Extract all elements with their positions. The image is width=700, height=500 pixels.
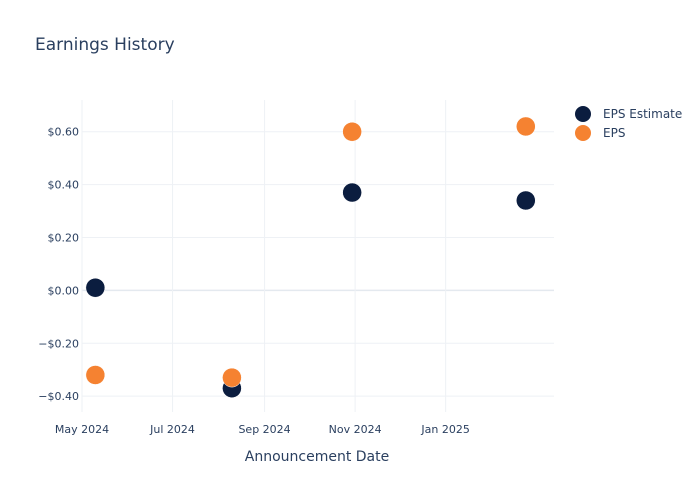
legend-marker [575,125,591,141]
data-point[interactable] [85,365,106,385]
x-tick-label: Nov 2024 [329,423,382,436]
x-axis: May 2024 Jul 2024 Sep 2024 Nov 2024 Jan 2025 [55,423,470,436]
y-tick-label: $0.20 [48,231,80,244]
x-tick-label: Jan 2025 [420,423,469,436]
legend-label: EPS [603,126,625,140]
x-axis-title: Announcement Date [245,449,389,465]
data-point[interactable] [222,367,242,388]
y-tick-label: $0.40 [48,179,80,192]
x-tick-label: Sep 2024 [238,423,290,436]
data-point[interactable] [342,182,362,203]
legend-marker [575,106,591,122]
data-point[interactable] [516,190,536,211]
y-tick-label: $0.60 [48,126,80,139]
y-tick-label: −$0.20 [38,337,79,350]
y-tick-label: −$0.40 [38,390,79,403]
legend[interactable]: EPS Estimate EPS [575,106,682,141]
y-tick-label: $0.00 [48,284,80,297]
x-tick-label: Jul 2024 [149,423,195,436]
series-eps [85,116,536,388]
legend-item[interactable]: EPS Estimate [575,106,682,122]
data-point[interactable] [516,116,536,137]
chart-title: Earnings History [35,35,175,55]
x-tick-label: May 2024 [55,423,109,436]
data-point[interactable] [85,277,106,298]
data-points [85,116,536,398]
legend-item[interactable]: EPS [575,125,625,141]
legend-label: EPS Estimate [603,107,682,121]
grid-lines [81,100,554,412]
data-point[interactable] [342,121,362,142]
y-axis: −$0.40 −$0.20 $0.00 $0.20 $0.40 $0.60 [38,126,79,403]
